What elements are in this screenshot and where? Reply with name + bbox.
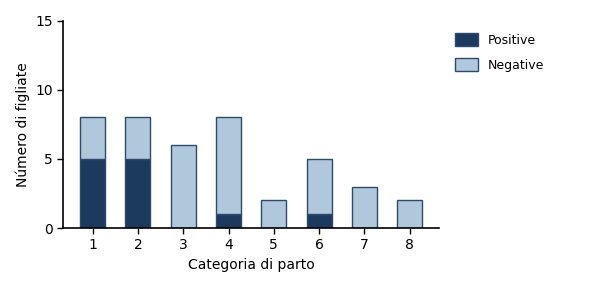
Bar	[171, 145, 196, 228]
Bar	[352, 187, 377, 228]
Bar	[307, 159, 331, 214]
Bar	[397, 200, 422, 228]
Bar	[216, 214, 241, 228]
Bar	[80, 159, 105, 228]
Bar	[216, 117, 241, 214]
Bar	[126, 117, 151, 159]
Legend: Positive, Negative: Positive, Negative	[449, 27, 551, 78]
Bar	[261, 200, 286, 228]
Bar	[126, 159, 151, 228]
Bar	[80, 117, 105, 159]
Y-axis label: Número di figliate: Número di figliate	[15, 62, 29, 187]
Bar	[307, 214, 331, 228]
X-axis label: Categoria di parto: Categoria di parto	[188, 258, 315, 272]
